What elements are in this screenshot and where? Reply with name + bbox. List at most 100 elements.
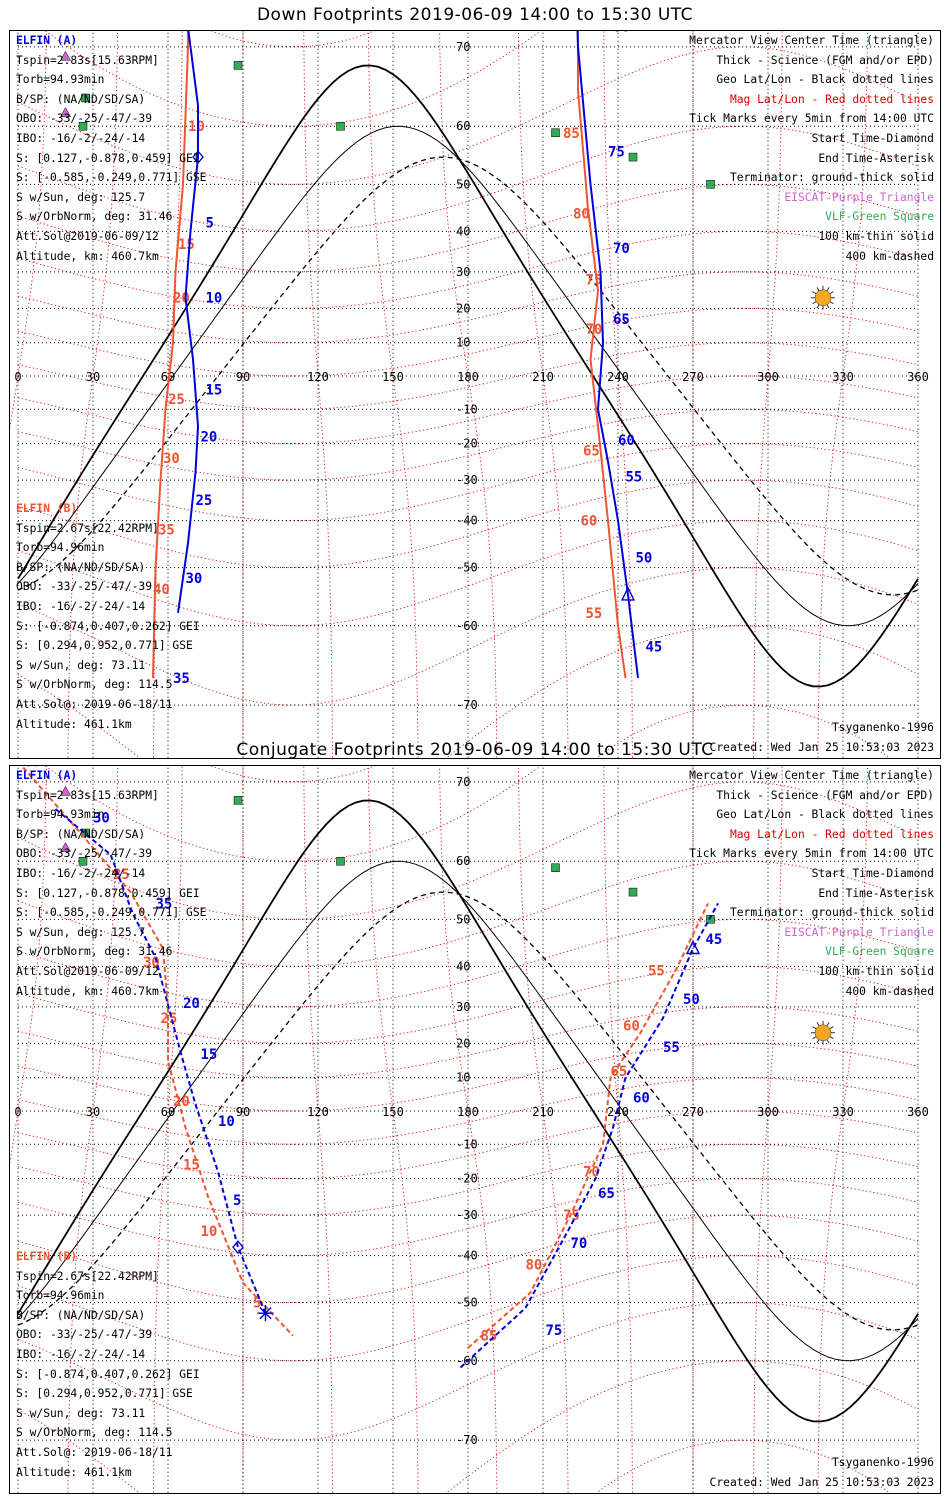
eiscat-triangle-icon <box>60 107 71 117</box>
satellite-parameter: Tspin=2.83s[15.63RPM] <box>16 53 159 67</box>
time-tick-label: 75 <box>546 1323 563 1339</box>
latitude-label: 60 <box>456 854 470 868</box>
satellite-parameter: S w/Sun, deg: 73.11 <box>16 658 146 672</box>
time-tick-label: 60 <box>581 514 598 530</box>
magnetic-latitude-line <box>17 342 919 410</box>
vlf-square-icon <box>336 856 345 866</box>
latitude-label: -70 <box>456 698 478 712</box>
time-tick-label: 75 <box>608 144 625 160</box>
magnetic-latitude-line <box>17 1302 919 1441</box>
time-tick-label: 30 <box>186 571 203 587</box>
longitude-label: 270 <box>682 370 704 384</box>
time-tick-label: 35 <box>156 896 173 912</box>
satellite-parameter: S w/OrbNorm, deg: 31.46 <box>16 210 173 224</box>
latitude-label: 10 <box>456 1071 470 1085</box>
time-tick-label: 55 <box>663 1040 680 1056</box>
satellite-name: ELFIN (B) <box>16 502 78 515</box>
time-tick-label: 25 <box>196 493 213 509</box>
center-triangle-icon <box>685 939 701 955</box>
time-tick-label: 80 <box>573 206 590 222</box>
elfin-a-info: ELFIN (A) Tspin=2.83s[15.63RPM] Torb=94.93… <box>16 766 206 1001</box>
panel-title-down: Down Footprints 2019-06-09 14:00 to 15:3… <box>256 5 694 25</box>
end-asterisk-icon <box>257 1305 274 1322</box>
magnetic-longitude-line <box>517 31 569 758</box>
satellite-parameter: S: [0.294,0.952,0.771] GSE <box>16 1387 193 1401</box>
time-tick-label: 20 <box>201 430 218 446</box>
map-legend: Mercator View Center Time (triangle) Thic… <box>689 31 934 266</box>
magnetic-longitude-line <box>817 766 869 1493</box>
vlf-sites <box>78 61 715 189</box>
legend-entry: Geo Lat/Lon - Black dotted lines <box>716 808 934 822</box>
time-tick-label: 70 <box>583 1165 600 1181</box>
vlf-square-icon <box>233 796 243 805</box>
legend-entry: 100 km-thin solid <box>818 229 934 243</box>
model-credit: Tsyganenko-1996 <box>831 721 934 734</box>
latitude-label: -40 <box>456 514 478 528</box>
legend-entry: VLF-Green Square <box>825 210 934 224</box>
legend-entry: Mag Lat/Lon - Red dotted lines <box>729 92 934 106</box>
elfin-a-track-ticks: 30 35 20 15 10 5 <box>93 810 241 1209</box>
time-tick-label: 20 <box>173 1094 190 1110</box>
magnetic-latitude-line <box>17 408 919 481</box>
map-panel-conjugate[interactable]: 70 60 50 40 30 20 10 -10 -20 -30 -40 -50 -60 -70 0 30 60… <box>9 765 941 1494</box>
longitude-label: 360 <box>907 370 929 384</box>
legend-entry: Tick Marks every 5min from 14:00 UTC <box>689 112 934 126</box>
map-canvas: 70 60 50 40 30 20 10 -10 -20 -30 -40 -50 -60 -70 0 30 60… <box>10 31 929 758</box>
latitude-label: -20 <box>456 437 478 451</box>
legend-entry: Mercator View Center Time (triangle) <box>689 769 934 782</box>
time-tick-label: 10 <box>188 119 205 135</box>
legend-entry: Start Time-Diamond <box>811 866 934 880</box>
longitude-label: 30 <box>86 1105 100 1119</box>
satellite-parameter: OBO: -33/-25/-47/-39 <box>16 847 153 861</box>
eiscat-triangle-icon <box>60 50 71 61</box>
latitude-label: -50 <box>456 1296 478 1310</box>
magnetic-latitude-line <box>17 443 919 522</box>
latitude-label: -50 <box>456 561 478 575</box>
satellite-parameter: S w/OrbNorm, deg: 31.46 <box>16 945 173 959</box>
legend-entry: Tick Marks every 5min from 14:00 UTC <box>689 847 934 861</box>
longitude-label: 120 <box>307 370 329 384</box>
terminator-ground <box>17 799 919 1423</box>
time-tick-label: 25 <box>161 1011 178 1027</box>
start-diamond-icon <box>232 1240 244 1255</box>
panel-title-conjugate: Conjugate Footprints 2019-06-09 14:00 to… <box>236 740 714 760</box>
time-tick-label: 50 <box>683 992 700 1008</box>
longitude-label: 360 <box>907 1105 929 1119</box>
legend-entry: Mercator View Center Time (triangle) <box>689 34 934 47</box>
elfin-b-info: ELFIN (B) Tspin=2.67s[22.42RPM] Torb=94.96… <box>16 499 200 734</box>
time-tick-label: 65 <box>613 312 630 328</box>
vlf-square-icon <box>78 856 88 866</box>
vlf-square-icon <box>233 61 243 70</box>
legend-entry: Terminator: ground-thick solid <box>729 906 934 920</box>
elfin-a-track <box>177 31 200 614</box>
map-panel-down[interactable]: 70 60 50 40 30 20 10 -10 -20 -30 -40 -50 -60 -70 0 30 60… <box>9 30 941 759</box>
time-tick-label: 55 <box>626 469 643 485</box>
satellite-parameter: OBO: -33/-25/-47/-39 <box>16 580 153 594</box>
time-tick-label: 75 <box>563 1208 580 1224</box>
time-tick-label: 35 <box>158 522 175 538</box>
latitude-label: 30 <box>456 265 470 279</box>
satellite-parameter: IBO: -16/-2/-24/-14 <box>16 1347 146 1361</box>
created-timestamp: Created: Wed Jan 25 10:53:03 2023 <box>709 741 934 754</box>
satellite-parameter: S: [-0.874,0.407,0.262] GEI <box>16 1367 200 1381</box>
elfin-b-track <box>467 902 709 1349</box>
satellite-parameter: S w/Sun, deg: 125.7 <box>16 190 146 204</box>
legend-entry: 400 km-dashed <box>845 249 934 263</box>
latitude-label: 40 <box>456 959 470 973</box>
time-tick-label: 55 <box>586 606 603 622</box>
satellite-parameter: B/SP: (NA/ND/SD/SA) <box>16 92 146 106</box>
longitude-label: 150 <box>382 370 404 384</box>
satellite-parameter: S w/Sun, deg: 125.7 <box>16 925 146 939</box>
lon-labels: 0 30 60 90 120 150 180 210 240 270 300 330 360 <box>14 370 928 384</box>
satellite-parameter: Altitude, km: 460.7km <box>16 984 159 998</box>
magnetic-longitude-line <box>153 766 183 1493</box>
sun-ray <box>826 1022 830 1027</box>
magnetic-longitude-line <box>753 766 783 1493</box>
magnetic-latitude-line <box>17 271 919 344</box>
elfin-a-track <box>54 808 267 1314</box>
geo-grid <box>17 766 919 1493</box>
satellite-parameter: S w/OrbNorm, deg: 114.5 <box>16 678 173 692</box>
time-tick-label: 75 <box>586 272 603 288</box>
time-tick-label: 15 <box>183 1158 200 1174</box>
sun-ray <box>829 291 834 295</box>
